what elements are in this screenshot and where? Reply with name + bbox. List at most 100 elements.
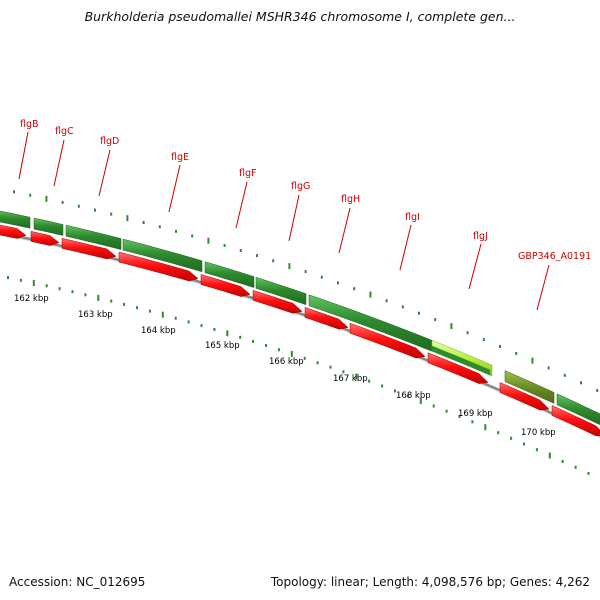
tick-mark <box>337 281 339 285</box>
tick-mark <box>223 244 226 247</box>
scale-label: 164 kbp <box>141 326 176 336</box>
gene-label[interactable]: GBP346_A0191 <box>518 251 591 262</box>
tick-mark <box>563 373 566 377</box>
gene-label[interactable]: flgG <box>291 181 310 192</box>
tick-mark <box>175 229 177 233</box>
tick-mark <box>61 200 64 204</box>
gene-block <box>204 261 255 288</box>
gene-block <box>556 393 600 426</box>
tick-mark <box>158 225 161 229</box>
tick-mark <box>142 221 145 224</box>
scale-label: 168 kbp <box>396 391 431 401</box>
gene-leader-line <box>168 164 181 213</box>
cds-arrow <box>252 289 303 314</box>
tick-mark <box>45 195 48 202</box>
scale-tick <box>200 324 203 328</box>
scale-ticks <box>7 190 599 475</box>
gene-label[interactable]: flgC <box>55 126 74 137</box>
scale-tick <box>19 278 22 282</box>
page-title: Burkholderia pseudomallei MSHR346 chromo… <box>84 9 516 24</box>
scale-label: 167 kbp <box>333 374 368 384</box>
tick-mark <box>450 323 453 330</box>
tick-mark <box>288 263 291 270</box>
scale-tick <box>290 350 293 357</box>
tick-mark <box>547 366 550 370</box>
gene-leader-line <box>18 131 29 180</box>
scale-tick <box>548 452 551 459</box>
scale-tick <box>239 335 242 339</box>
scale-tick <box>123 302 126 306</box>
gene-leader-line <box>288 194 300 242</box>
cds-arrow <box>200 274 251 297</box>
gene-leader-line <box>235 181 248 229</box>
scale-tick <box>45 284 48 288</box>
scale-tick <box>226 330 229 337</box>
scale-labels: 162 kbp 163 kbp 164 kbp 165 kbp 166 kbp 167 k… <box>14 294 556 438</box>
gene-label[interactable]: flgE <box>171 152 189 163</box>
scale-tick <box>587 471 590 475</box>
scale-tick <box>174 316 177 320</box>
cds-arrow <box>304 307 349 330</box>
scale-label: 163 kbp <box>78 310 113 320</box>
gene-label[interactable]: flgB <box>20 119 39 130</box>
scale-tick <box>110 299 113 303</box>
highlight-gene-shadow <box>432 345 490 376</box>
gene-block <box>33 217 64 236</box>
tick-mark <box>110 212 113 216</box>
tick-mark <box>369 291 372 298</box>
tick-mark <box>13 190 15 194</box>
scale-tick <box>84 293 87 297</box>
scale-tick <box>97 294 100 301</box>
scale-tick <box>136 306 138 310</box>
scale-tick <box>316 361 319 365</box>
gene-label[interactable]: flgH <box>341 194 360 205</box>
tick-mark <box>320 275 323 279</box>
cds-track <box>0 224 600 437</box>
scale-tick <box>213 328 216 331</box>
scale-tick <box>432 404 435 408</box>
tick-mark <box>596 389 599 392</box>
gene-label[interactable]: flgF <box>239 168 256 179</box>
tick-mark <box>207 237 210 244</box>
scale-tick <box>7 276 9 280</box>
scale-tick <box>303 356 306 360</box>
tick-mark <box>499 345 501 348</box>
scale-tick <box>58 287 61 291</box>
gene-block <box>65 224 122 250</box>
gene-label[interactable]: flgI <box>405 212 420 223</box>
scale-tick <box>394 389 396 393</box>
gene-leader-line <box>399 224 412 271</box>
gene-leader-line <box>536 264 550 311</box>
gene-leader-line <box>98 149 111 197</box>
gene-label[interactable]: flgD <box>100 136 119 147</box>
gene-leader-line <box>338 207 351 254</box>
gene-block <box>255 276 307 306</box>
tick-mark <box>434 318 437 322</box>
cds-arrow <box>349 322 426 359</box>
scale-tick <box>574 465 577 469</box>
cds-arrow <box>427 352 489 384</box>
cds-arrow <box>61 237 117 260</box>
scale-label: 162 kbp <box>14 294 49 304</box>
cds-arrow <box>499 382 550 411</box>
scale-tick <box>342 370 345 374</box>
tick-mark <box>418 311 420 315</box>
tick-mark <box>466 331 469 335</box>
tick-mark <box>94 208 96 212</box>
gene-label[interactable]: flgJ <box>473 231 488 242</box>
cds-arrow <box>118 251 199 282</box>
scale-tick <box>265 344 267 347</box>
gene-track <box>0 210 600 426</box>
scale-tick <box>561 459 564 463</box>
scale-tick <box>510 436 513 440</box>
scale-tick <box>381 384 384 388</box>
scale-label: 165 kbp <box>205 341 240 351</box>
scale-tick <box>32 280 35 286</box>
scale-tick <box>161 311 164 318</box>
tick-mark <box>77 204 80 208</box>
scale-tick <box>535 448 538 452</box>
scale-tick <box>252 339 255 343</box>
scale-tick <box>484 424 487 431</box>
